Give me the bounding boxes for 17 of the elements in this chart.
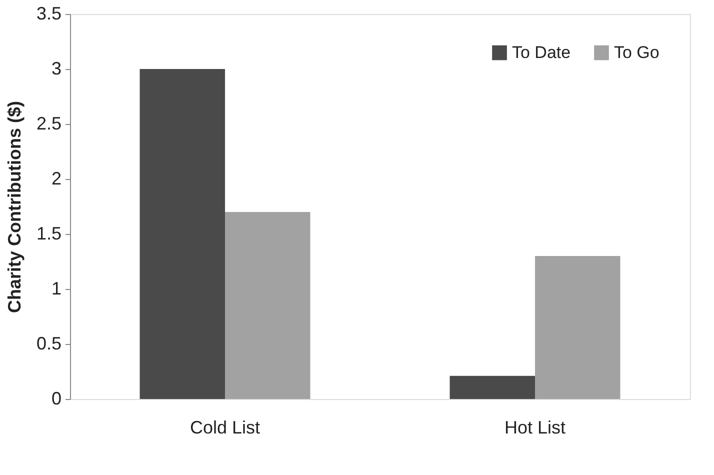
y-tick-label: 1.5	[36, 224, 62, 244]
legend-label: To Date	[512, 42, 571, 62]
bar	[140, 69, 225, 399]
legend-label: To Go	[614, 42, 660, 62]
y-tick-label: 2.5	[36, 114, 62, 134]
bar	[535, 256, 620, 399]
y-tick-label: 0.5	[36, 334, 62, 354]
y-tick-label: 2	[51, 168, 62, 188]
y-tick-label: 1	[51, 278, 62, 298]
y-tick-label: 3.5	[36, 4, 62, 24]
y-axis-title: Charity Contributions ($)	[4, 101, 24, 313]
bar	[225, 212, 310, 399]
x-tick-label: Hot List	[504, 418, 566, 438]
bar	[450, 376, 535, 399]
y-tick-label: 3	[51, 58, 62, 78]
x-tick-label: Cold List	[190, 418, 260, 438]
y-tick-label: 0	[51, 388, 62, 408]
